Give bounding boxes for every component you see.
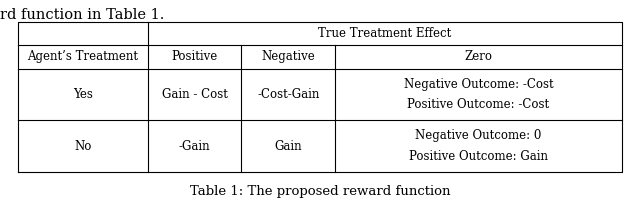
Text: rd function in Table 1.: rd function in Table 1.	[0, 8, 164, 22]
Text: -Cost-Gain: -Cost-Gain	[257, 88, 319, 101]
Text: Gain - Cost: Gain - Cost	[162, 88, 228, 101]
Text: No: No	[74, 140, 92, 153]
Text: Negative Outcome: 0: Negative Outcome: 0	[415, 129, 541, 142]
Text: Zero: Zero	[465, 50, 493, 63]
Text: -Gain: -Gain	[179, 140, 211, 153]
Text: Positive: Positive	[172, 50, 218, 63]
Text: Gain: Gain	[275, 140, 302, 153]
Text: Positive Outcome: -Cost: Positive Outcome: -Cost	[408, 98, 550, 111]
Text: Table 1: The proposed reward function: Table 1: The proposed reward function	[189, 185, 451, 198]
Text: True Treatment Effect: True Treatment Effect	[318, 27, 452, 40]
Text: Agent’s Treatment: Agent’s Treatment	[28, 50, 138, 63]
Text: Yes: Yes	[73, 88, 93, 101]
Text: Positive Outcome: Gain: Positive Outcome: Gain	[409, 150, 548, 163]
Text: Negative: Negative	[261, 50, 315, 63]
Text: Negative Outcome: -Cost: Negative Outcome: -Cost	[404, 77, 554, 91]
